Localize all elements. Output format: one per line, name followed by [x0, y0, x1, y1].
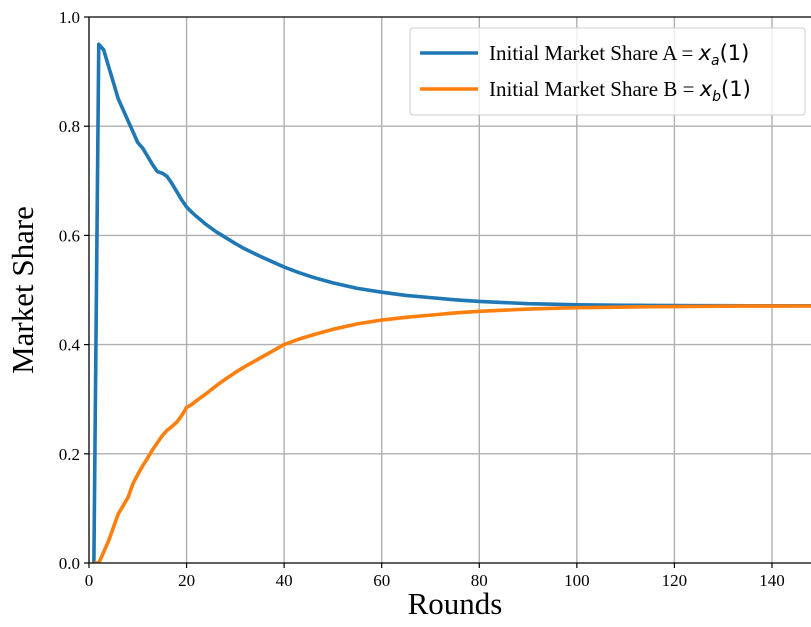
- legend-math-subscript: b: [712, 89, 721, 105]
- y-tick-label: 0.4: [59, 336, 81, 355]
- legend-math-argument: (1): [720, 41, 750, 65]
- y-tick-label: 0.6: [59, 226, 80, 245]
- y-axis-label: Market Share: [5, 206, 40, 374]
- legend-label-text: Initial Market Share B =: [489, 77, 700, 101]
- tick-marks: [84, 16, 773, 568]
- x-tick-label: 0: [85, 571, 94, 590]
- grid-lines: [89, 17, 811, 563]
- legend-math-subscript: a: [711, 53, 720, 69]
- x-tick-label: 20: [178, 571, 195, 590]
- x-tick-label: 100: [564, 571, 590, 590]
- legend-entries: Initial Market Share A = xa(1)Initial Ma…: [420, 41, 751, 105]
- x-tick-label: 40: [276, 571, 293, 590]
- legend: Initial Market Share A = xa(1)Initial Ma…: [409, 27, 806, 116]
- x-axis-label: Rounds: [408, 586, 503, 621]
- legend-math-argument: (1): [721, 77, 751, 101]
- legend-frame: [409, 27, 806, 116]
- series-lines: [92, 42, 811, 563]
- axes: [88, 16, 811, 564]
- x-tick-label: 120: [662, 571, 688, 590]
- y-tick-label: 1.0: [59, 8, 80, 27]
- legend-label-a: Initial Market Share A = xa(1): [489, 41, 749, 69]
- legend-math-variable: x: [699, 77, 713, 101]
- legend-label-text: Initial Market Share A =: [489, 41, 699, 65]
- legend-math-variable: x: [698, 41, 712, 65]
- y-tick-label: 0.2: [59, 445, 80, 464]
- x-tick-label: 80: [471, 571, 488, 590]
- y-tick-label: 0.0: [59, 554, 80, 573]
- legend-label-b: Initial Market Share B = xb(1): [489, 77, 751, 105]
- x-tick-label: 140: [759, 571, 785, 590]
- x-tick-label: 60: [373, 571, 390, 590]
- y-tick-label: 0.8: [59, 117, 80, 136]
- series-line-b: [93, 304, 811, 563]
- series-line-a: [92, 42, 811, 563]
- tick-labels: 0 20 40 60 80 100 120 140 0.0 0.2 0.4 0.6 0.8 1.0: [59, 8, 785, 590]
